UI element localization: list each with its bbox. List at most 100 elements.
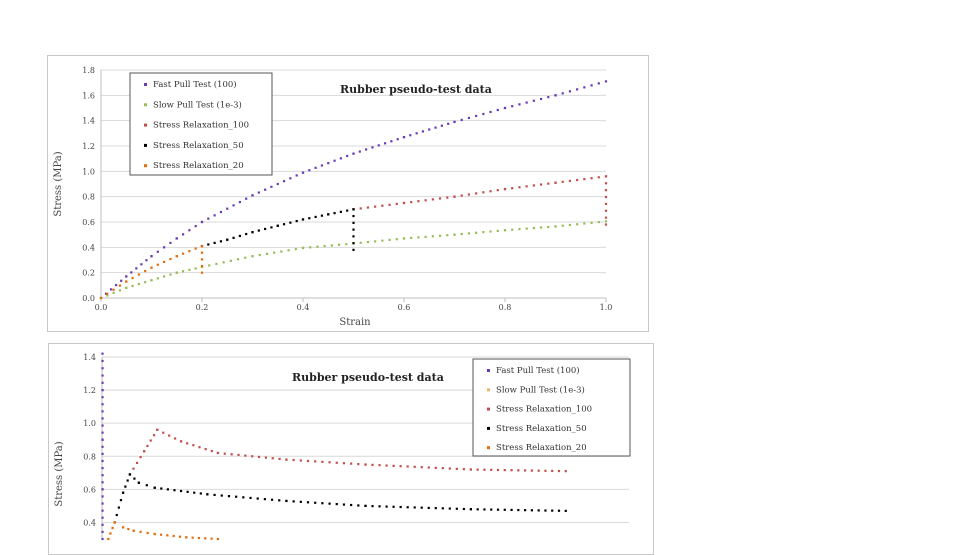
series-2	[128, 428, 567, 476]
data-point	[115, 513, 118, 517]
data-point	[597, 220, 600, 224]
x-tick-label: 0.6	[398, 303, 411, 312]
data-point	[106, 294, 109, 297]
data-point	[294, 248, 297, 251]
data-point	[421, 130, 425, 133]
data-point	[568, 223, 572, 227]
data-point	[482, 112, 485, 116]
data-point	[378, 505, 381, 508]
data-point	[121, 526, 125, 529]
data-point	[130, 271, 133, 274]
data-point	[117, 506, 120, 509]
chart-bottom-legend: Fast Pull Test (100) Slow Pull Test (1e-3…	[472, 358, 631, 457]
data-point	[173, 489, 176, 492]
data-point	[112, 291, 115, 295]
data-point	[539, 183, 543, 186]
data-point	[251, 455, 254, 458]
data-point	[256, 497, 259, 500]
data-point	[276, 182, 279, 186]
data-point	[455, 467, 458, 470]
data-point	[200, 264, 204, 268]
data-point	[323, 244, 326, 248]
data-point	[145, 259, 148, 262]
data-point	[604, 182, 608, 185]
legend-marker	[144, 123, 147, 127]
data-point	[237, 453, 240, 457]
chart-bottom-y-axis-label: Stress (MPa)	[54, 441, 65, 506]
data-point	[271, 457, 274, 460]
data-point	[314, 460, 317, 463]
data-point	[490, 468, 493, 471]
data-point	[453, 195, 456, 198]
data-point	[434, 466, 437, 469]
data-point	[503, 106, 507, 110]
data-point	[131, 284, 134, 288]
data-point	[453, 233, 456, 236]
data-point	[410, 200, 413, 204]
data-point	[186, 442, 189, 445]
data-point	[101, 537, 104, 541]
data-point	[121, 491, 125, 494]
data-point	[101, 388, 104, 392]
data-point	[390, 140, 393, 143]
data-point	[306, 501, 310, 504]
data-point	[111, 526, 114, 530]
data-point	[175, 237, 178, 240]
data-point	[604, 80, 608, 83]
series-3	[200, 208, 355, 251]
data-point	[200, 258, 204, 261]
data-point	[213, 493, 216, 497]
data-point	[264, 456, 267, 459]
data-point	[431, 235, 434, 238]
data-point	[406, 465, 409, 468]
y-tick-label: 1.0	[82, 167, 95, 176]
legend-entry-label: Stress Relaxation_50	[153, 141, 244, 151]
data-point	[446, 196, 449, 199]
data-point	[308, 169, 311, 172]
chart-top-title: Rubber pseudo-test data	[340, 83, 492, 96]
data-point	[270, 226, 273, 229]
data-point	[583, 178, 586, 181]
data-point	[132, 467, 135, 470]
data-point	[264, 227, 267, 231]
data-point	[427, 466, 430, 469]
data-point	[213, 241, 216, 244]
data-point	[453, 120, 456, 124]
legend-entry-label: Stress Relaxation_20	[496, 443, 587, 453]
data-point	[278, 457, 281, 461]
data-point	[238, 234, 241, 238]
series-4	[99, 244, 204, 300]
data-point	[280, 250, 283, 253]
data-point	[476, 468, 479, 471]
data-point	[460, 194, 463, 197]
data-point	[342, 462, 346, 465]
data-point	[172, 534, 175, 538]
data-point	[127, 527, 130, 531]
data-point	[537, 509, 540, 512]
data-point	[489, 230, 492, 233]
data-point	[301, 246, 305, 250]
data-point	[289, 221, 292, 224]
data-point	[482, 231, 485, 234]
legend-entry-label: Stress Relaxation_50	[496, 424, 587, 434]
data-point	[330, 244, 333, 247]
data-point	[204, 448, 207, 451]
data-point	[564, 509, 567, 512]
data-point	[251, 194, 254, 197]
data-point	[199, 492, 202, 495]
data-point	[200, 244, 204, 248]
data-point	[490, 508, 493, 511]
data-point	[299, 500, 302, 503]
data-point	[417, 200, 420, 203]
data-point	[420, 506, 423, 509]
data-point	[462, 507, 465, 511]
data-point	[561, 180, 564, 183]
data-point	[169, 241, 172, 244]
data-point	[264, 188, 267, 191]
data-point	[215, 262, 218, 265]
y-tick-label: 1.4	[82, 117, 95, 126]
data-point	[604, 216, 608, 219]
data-point	[301, 218, 305, 221]
y-tick-label: 0.2	[82, 269, 95, 278]
data-point	[511, 187, 514, 190]
